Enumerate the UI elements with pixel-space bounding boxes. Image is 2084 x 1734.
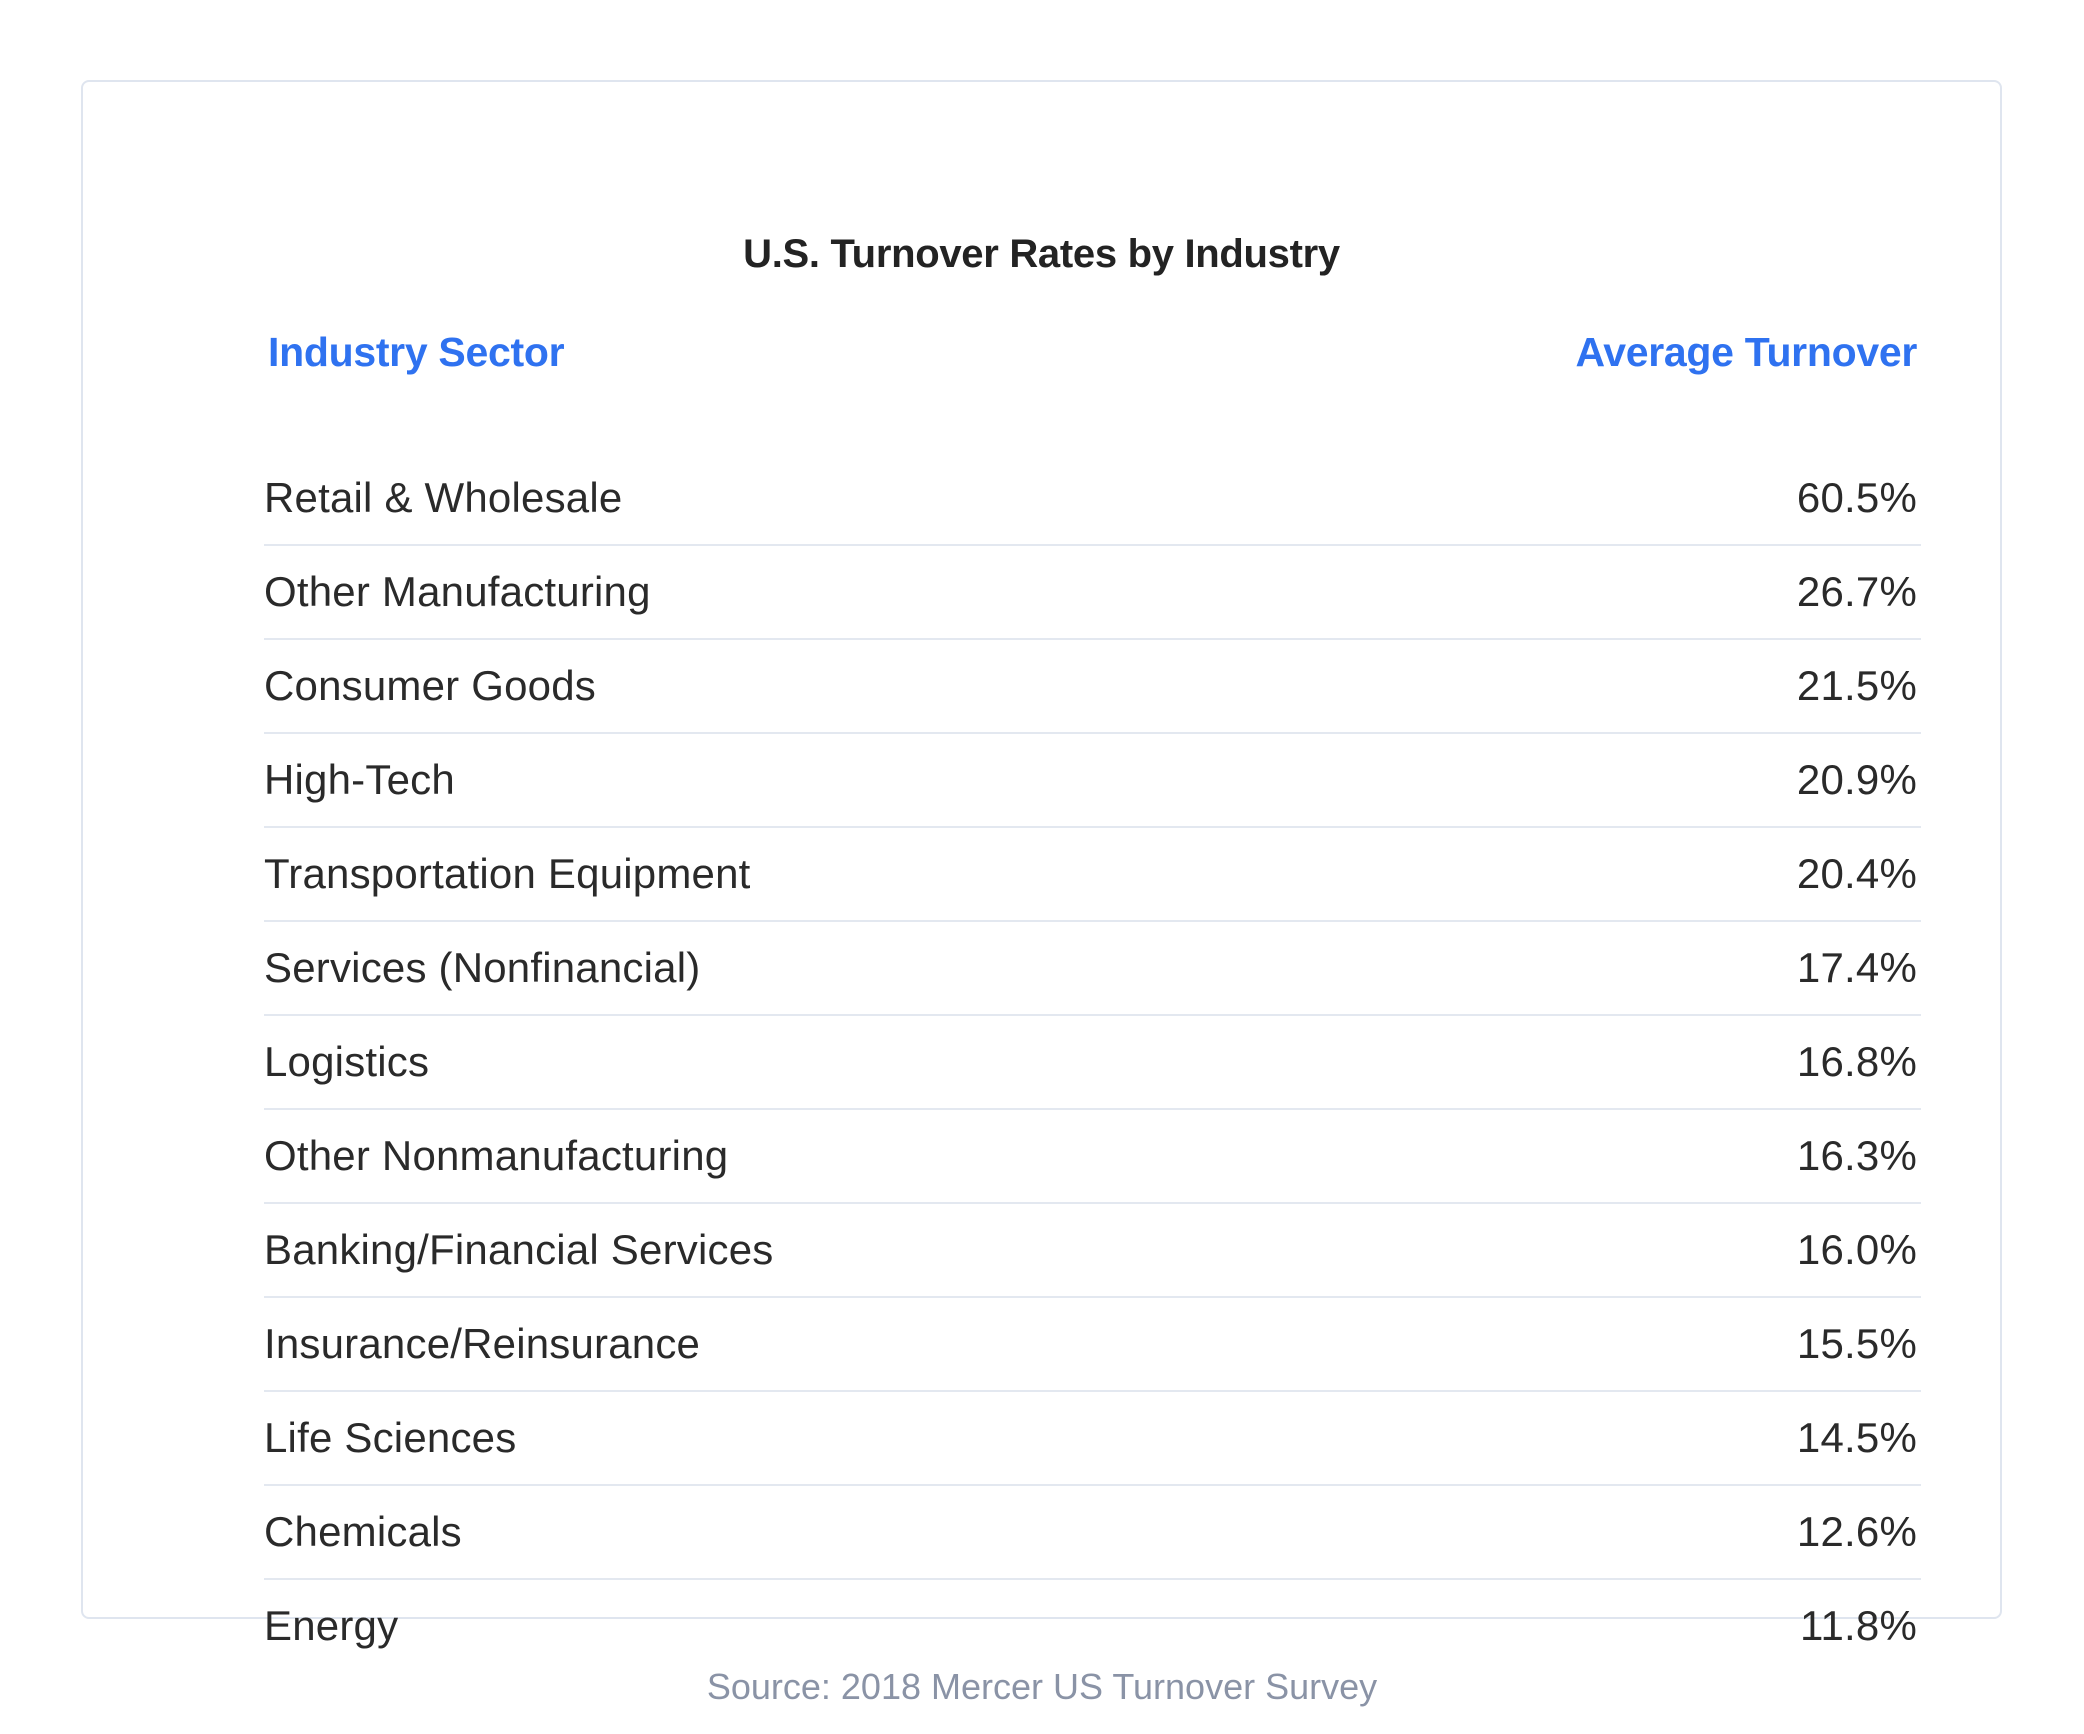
table-row: Chemicals 12.6% xyxy=(264,1486,1921,1580)
sector-cell: Consumer Goods xyxy=(264,662,596,709)
turnover-cell: 12.6% xyxy=(1796,1508,1917,1555)
table-row: Services (Nonfinancial) 17.4% xyxy=(264,922,1921,1016)
turnover-cell: 60.5% xyxy=(1796,474,1917,521)
turnover-cell: 15.5% xyxy=(1796,1320,1917,1367)
table-row: Other Nonmanufacturing 16.3% xyxy=(264,1110,1921,1204)
turnover-cell: 16.8% xyxy=(1796,1038,1917,1085)
sector-cell: Services (Nonfinancial) xyxy=(264,944,701,991)
turnover-cell: 20.9% xyxy=(1796,756,1917,803)
turnover-cell: 26.7% xyxy=(1796,568,1917,615)
sector-cell: Retail & Wholesale xyxy=(264,474,623,521)
table-row: Life Sciences 14.5% xyxy=(264,1392,1921,1486)
column-header-sector: Industry Sector xyxy=(268,329,565,375)
sector-cell: Transportation Equipment xyxy=(264,850,751,897)
table-row: Insurance/Reinsurance 15.5% xyxy=(264,1298,1921,1392)
turnover-cell: 14.5% xyxy=(1796,1414,1917,1461)
sector-cell: Logistics xyxy=(264,1038,430,1085)
sector-cell: Other Manufacturing xyxy=(264,568,651,615)
turnover-cell: 16.3% xyxy=(1796,1132,1917,1179)
turnover-cell: 16.0% xyxy=(1796,1226,1917,1273)
table-row: Energy 11.8% xyxy=(264,1580,1921,1672)
sector-cell: Insurance/Reinsurance xyxy=(264,1320,701,1367)
sector-cell: Energy xyxy=(264,1602,399,1649)
sector-cell: Other Nonmanufacturing xyxy=(264,1132,729,1179)
sector-cell: High-Tech xyxy=(264,756,455,803)
sector-cell: Life Sciences xyxy=(264,1414,517,1461)
table-row: Other Manufacturing 26.7% xyxy=(264,546,1921,640)
table-row: Transportation Equipment 20.4% xyxy=(264,828,1921,922)
table-row: High-Tech 20.9% xyxy=(264,734,1921,828)
turnover-table: Industry Sector Average Turnover Retail … xyxy=(264,322,1921,1649)
sector-cell: Chemicals xyxy=(264,1508,462,1555)
source-caption: Source: 2018 Mercer US Turnover Survey xyxy=(706,1666,1378,1707)
turnover-cell: 11.8% xyxy=(1800,1602,1917,1649)
table-row: Consumer Goods 21.5% xyxy=(264,640,1921,734)
table-body: Retail & Wholesale 60.5% Other Manufactu… xyxy=(264,452,1921,1672)
table-card: U.S. Turnover Rates by Industry Industry… xyxy=(81,80,2002,1649)
turnover-cell: 21.5% xyxy=(1796,662,1917,709)
page-title: U.S. Turnover Rates by Industry xyxy=(743,232,1340,276)
table-row: Retail & Wholesale 60.5% xyxy=(264,452,1921,546)
turnover-cell: 20.4% xyxy=(1796,850,1917,897)
turnover-cell: 17.4% xyxy=(1796,944,1917,991)
sector-cell: Banking/Financial Services xyxy=(264,1226,774,1273)
table-row: Banking/Financial Services 16.0% xyxy=(264,1204,1921,1298)
table-row: Logistics 16.8% xyxy=(264,1016,1921,1110)
table-header-row: Industry Sector Average Turnover xyxy=(264,322,1921,382)
column-header-turnover: Average Turnover xyxy=(1575,329,1917,375)
